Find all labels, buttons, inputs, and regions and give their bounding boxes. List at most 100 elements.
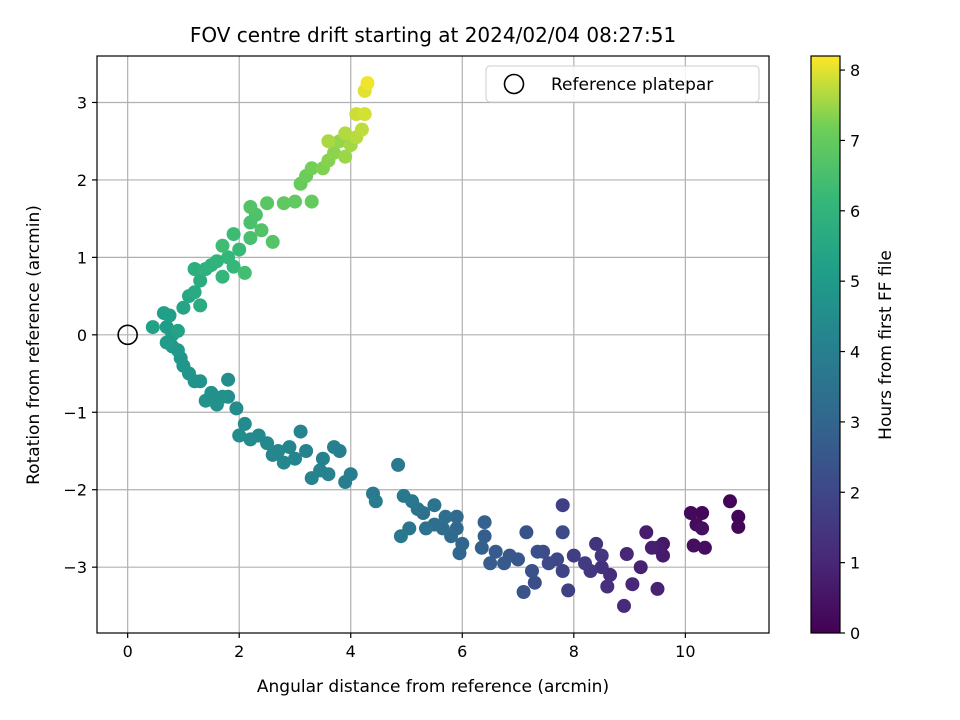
data-point: [566, 548, 581, 563]
x-axis-label: Angular distance from reference (arcmin): [257, 677, 609, 697]
data-point: [159, 335, 174, 350]
x-tick-label: 2: [234, 642, 244, 661]
y-tick-label: 3: [77, 93, 87, 112]
data-point: [229, 401, 244, 416]
data-point: [360, 76, 375, 91]
y-tick-label: 1: [77, 248, 87, 267]
colorbar-label: Hours from first FF file: [876, 250, 896, 440]
data-point: [243, 231, 258, 245]
legend: Reference platepar: [485, 65, 760, 103]
data-point: [525, 564, 539, 578]
data-point: [391, 457, 406, 472]
data-point: [357, 107, 372, 122]
y-tick-label: −2: [63, 481, 87, 500]
colorbar-ticks: 0 1 2 3 4 5 6 7 8: [840, 61, 860, 643]
data-point: [555, 564, 570, 578]
data-point: [589, 536, 604, 551]
data-point: [282, 440, 297, 455]
data-point: [338, 149, 353, 164]
data-point: [215, 238, 230, 253]
data-point: [686, 538, 701, 553]
x-axis-ticks: 0 2 4 6 8 10: [123, 633, 696, 661]
data-point: [265, 447, 280, 462]
colorbar-tick-label: 0: [850, 624, 860, 643]
data-point: [578, 556, 592, 571]
data-point: [488, 544, 503, 559]
colorbar-tick-label: 4: [850, 343, 860, 362]
data-point: [304, 471, 319, 486]
data-point: [354, 122, 369, 137]
chart-title: FOV centre drift starting at 2024/02/04 …: [190, 23, 676, 47]
data-point: [338, 475, 353, 489]
data-point: [683, 506, 698, 520]
x-tick-label: 0: [123, 642, 133, 661]
data-point: [619, 547, 634, 561]
data-point: [695, 521, 710, 536]
data-point: [519, 525, 534, 540]
data-point: [232, 242, 247, 257]
x-tick-label: 6: [457, 642, 467, 661]
data-point: [237, 265, 252, 280]
data-point: [723, 494, 737, 509]
data-point: [293, 424, 308, 439]
data-point: [644, 540, 659, 555]
data-point: [304, 194, 319, 209]
y-axis-ticks: −3 −2 −1 0 1 2 3: [63, 93, 97, 577]
y-tick-label: 2: [77, 171, 87, 190]
data-point: [315, 451, 330, 466]
data-point: [516, 585, 531, 599]
data-point: [452, 546, 467, 561]
data-point: [209, 397, 224, 412]
data-point: [254, 223, 269, 238]
data-point: [555, 525, 570, 540]
data-point: [650, 581, 665, 596]
colorbar-tick-label: 5: [850, 272, 860, 291]
data-point: [232, 428, 247, 443]
data-point: [617, 598, 631, 613]
data-point: [639, 525, 654, 540]
data-point: [497, 556, 512, 571]
data-point: [170, 323, 185, 338]
data-point: [198, 393, 213, 408]
data-point: [304, 161, 319, 176]
data-point: [541, 556, 556, 571]
data-point: [276, 196, 291, 211]
data-point: [527, 575, 542, 590]
data-point: [176, 300, 191, 315]
data-point: [237, 416, 252, 431]
colorbar-gradient: [811, 56, 840, 633]
data-point: [427, 498, 442, 513]
data-point: [474, 540, 489, 555]
colorbar-tick-label: 3: [850, 413, 860, 432]
data-point: [396, 488, 411, 503]
data-point: [419, 521, 433, 536]
data-point: [327, 440, 341, 455]
data-point: [625, 577, 640, 592]
data-point: [393, 529, 408, 544]
reference-platepar-marker: [117, 324, 138, 346]
legend-box: [485, 65, 760, 103]
colorbar-tick-label: 8: [850, 61, 860, 80]
data-point: [145, 320, 160, 335]
data-point: [243, 200, 258, 214]
data-point: [276, 455, 291, 470]
legend-entry-reference-platepar: Reference platepar: [551, 75, 713, 95]
legend-marker-icon: [503, 73, 525, 95]
colorbar-tick-label: 1: [850, 554, 860, 573]
data-point: [187, 285, 202, 300]
x-tick-label: 10: [675, 642, 695, 661]
y-tick-label: 0: [77, 326, 87, 345]
plot-frame: [96, 55, 770, 634]
data-point: [156, 306, 171, 321]
data-point: [555, 498, 570, 513]
data-point: [226, 259, 241, 274]
data-point: [594, 560, 609, 575]
data-point: [327, 145, 341, 160]
data-point: [477, 515, 492, 530]
scatter-points: [145, 76, 746, 613]
data-point: [449, 509, 464, 524]
data-point: [226, 227, 241, 242]
x-tick-label: 8: [569, 642, 579, 661]
y-tick-label: −3: [63, 558, 87, 577]
